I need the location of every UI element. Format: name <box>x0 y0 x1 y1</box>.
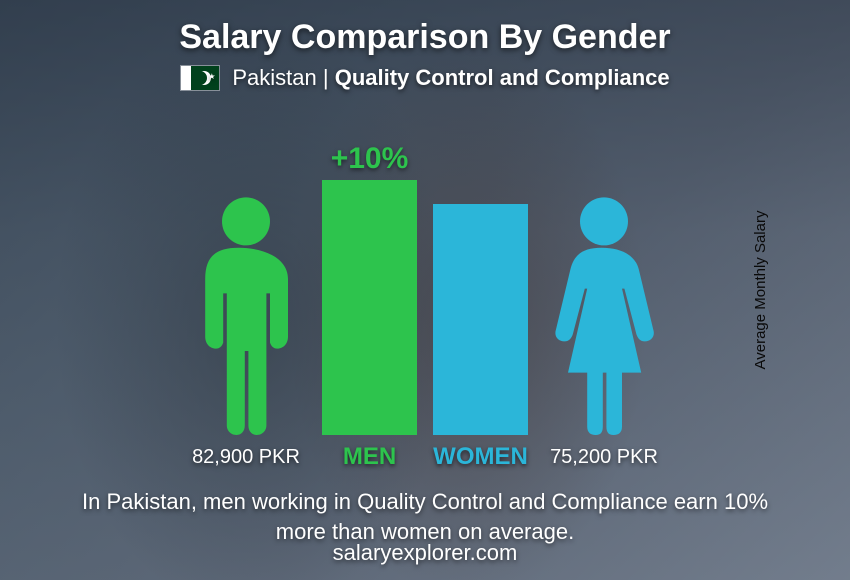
women-bar-col <box>433 204 528 435</box>
y-axis-label: Average Monthly Salary <box>752 211 769 370</box>
chart-area: +10% <box>105 105 745 435</box>
women-value: 75,200 PKR <box>544 446 664 469</box>
subtitle-row: ★ Pakistan | Quality Control and Complia… <box>180 65 669 91</box>
men-label: MEN <box>322 443 417 471</box>
men-value: 82,900 PKR <box>186 446 306 469</box>
labels-row: 82,900 PKR MEN WOMEN 75,200 PKR <box>105 443 745 471</box>
women-bar <box>433 204 528 435</box>
pct-diff-label: +10% <box>331 142 409 176</box>
men-bar-col: +10% <box>322 142 417 435</box>
men-bar <box>322 180 417 435</box>
subtitle-text: Pakistan | Quality Control and Complianc… <box>232 65 669 91</box>
female-icon <box>544 195 664 435</box>
infographic-container: Salary Comparison By Gender ★ Pakistan |… <box>0 0 850 580</box>
description: In Pakistan, men working in Quality Cont… <box>65 487 785 546</box>
women-label: WOMEN <box>433 443 528 471</box>
male-icon <box>186 195 306 435</box>
page-title: Salary Comparison By Gender <box>179 18 670 57</box>
footer-source: salaryexplorer.com <box>0 540 850 566</box>
women-icon-col <box>544 195 664 435</box>
subtitle-country: Pakistan <box>232 65 316 90</box>
flag-pakistan: ★ <box>180 65 220 91</box>
men-icon-col <box>186 195 306 435</box>
subtitle-category: Quality Control and Compliance <box>335 65 670 90</box>
